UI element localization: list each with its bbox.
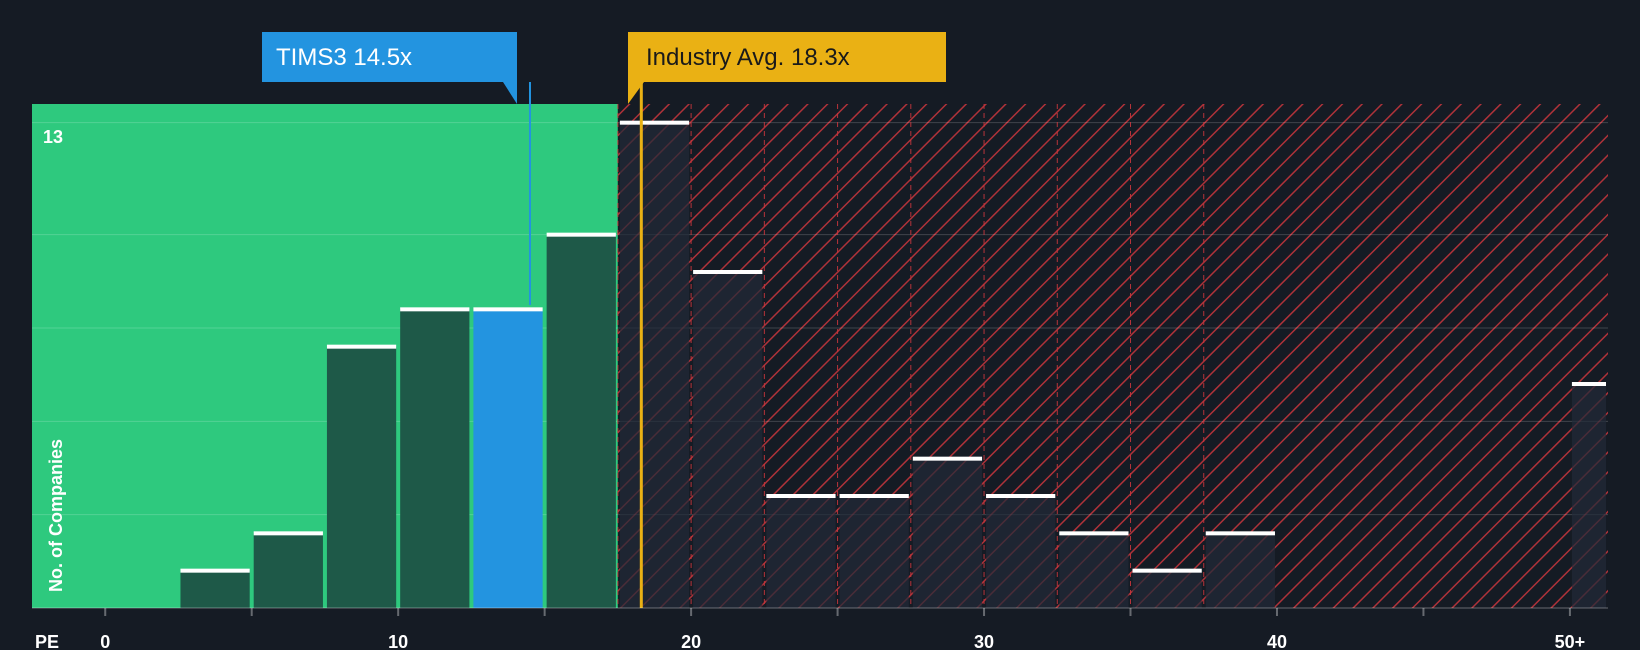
bar-14 [1205, 533, 1275, 608]
bar-cap [253, 531, 323, 536]
industry-callout-box [628, 32, 946, 104]
x-tick-label-50+: 50+ [1555, 632, 1586, 650]
bar-12 [1059, 533, 1129, 608]
zone-layer [32, 104, 1608, 608]
bar-cap [839, 494, 909, 498]
bar-cap [619, 120, 690, 125]
bar-15 [1571, 384, 1606, 608]
x-axis-title: PE [35, 632, 59, 650]
bar-2 [326, 346, 397, 608]
industry-callout-label: Industry Avg. 18.3x [646, 44, 850, 71]
grid-layer [32, 104, 1608, 608]
bar-cap [180, 568, 250, 573]
bar-cap [1132, 568, 1202, 573]
bar-cap [912, 456, 983, 461]
bar-0 [180, 570, 250, 608]
bar-8 [766, 496, 836, 608]
x-tick-label-20: 20 [681, 632, 701, 650]
bar-cap [473, 307, 543, 312]
bar-company [473, 309, 543, 608]
company-callout-box [262, 32, 517, 104]
bar-cap [1205, 531, 1275, 536]
bar-6 [619, 122, 690, 609]
bar-9 [839, 496, 909, 608]
bar-11 [986, 496, 1056, 608]
bar-7 [693, 272, 763, 608]
company-callout-label: TIMS3 14.5x [276, 44, 412, 71]
bars-layer [180, 120, 1606, 609]
bar-13 [1132, 570, 1202, 608]
x-tick-label-10: 10 [388, 632, 408, 650]
bar-cap [326, 344, 397, 349]
x-tick-label-30: 30 [974, 632, 994, 650]
bar-cap [693, 270, 763, 274]
bar-3 [400, 309, 470, 608]
bar-cap [1571, 382, 1606, 386]
bar-cap [1059, 531, 1129, 536]
y-axis-title: No. of Companies [46, 439, 66, 592]
markers-layer [528, 82, 643, 608]
bar-cap [400, 307, 470, 312]
bar-1 [253, 533, 323, 608]
y-max-label: 13 [43, 127, 63, 147]
axis-layer: 0 10 20 30 40 50+ PE No. of Companies 13 [32, 127, 1608, 650]
bar-10 [912, 458, 983, 608]
bar-5 [546, 234, 616, 608]
x-tick-label-40: 40 [1267, 632, 1287, 650]
bar-cap [766, 494, 836, 498]
bar-cap [546, 232, 616, 237]
x-tick-label-0: 0 [100, 632, 110, 650]
bar-cap [986, 494, 1056, 498]
callouts-layer: TIMS3 14.5x Industry Avg. 18.3x [262, 32, 946, 104]
